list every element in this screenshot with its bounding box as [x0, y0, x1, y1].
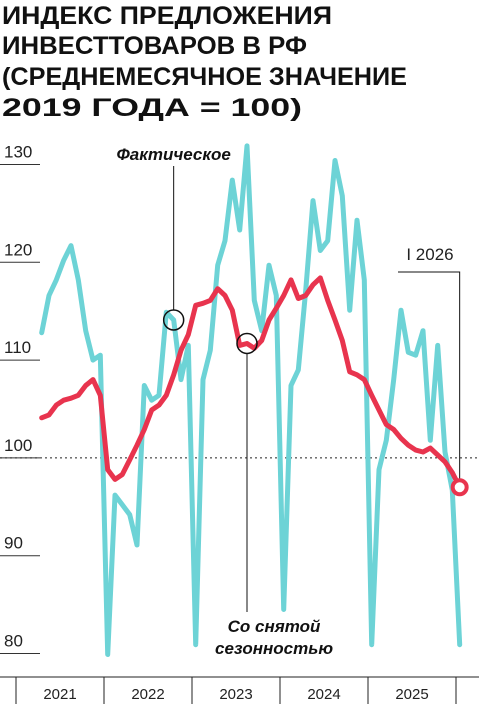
annotation-line: сезонностью	[215, 639, 333, 658]
annotation: Фактическое	[117, 145, 231, 164]
y-tick-label: 120	[4, 240, 32, 259]
annotation: I 2026	[406, 245, 453, 264]
y-tick-label: 100	[4, 436, 32, 455]
series-line	[39, 143, 463, 657]
leader-line	[398, 271, 461, 480]
chart-title: ИНВЕСТТОВАРОВ В РФ	[2, 32, 307, 60]
y-tick-label: 90	[4, 534, 23, 553]
x-tick-label: 2024	[307, 686, 340, 703]
x-tick-label: 2023	[219, 686, 252, 703]
annotation: Со снятой сезонностью	[215, 617, 333, 658]
chart-title: (СРЕДНЕМЕСЯЧНОЕ ЗНАЧЕНИЕ	[2, 63, 407, 91]
chart-title: ИНДЕКС ПРЕДЛОЖЕНИЯ	[2, 2, 332, 30]
series-line	[39, 275, 463, 490]
y-tick-label: 110	[4, 338, 31, 357]
point-marker	[450, 478, 469, 497]
x-tick-label: 2022	[131, 686, 164, 703]
x-tick-label: 2021	[43, 686, 76, 703]
chart-title: 2019 ГОДА = 100)	[2, 94, 302, 122]
x-tick-label: 2025	[395, 686, 428, 703]
y-tick-label: 80	[4, 632, 23, 651]
y-tick-label: 130	[4, 142, 32, 161]
annotation-line: Со снятой	[228, 617, 321, 636]
point-marker	[162, 309, 185, 331]
